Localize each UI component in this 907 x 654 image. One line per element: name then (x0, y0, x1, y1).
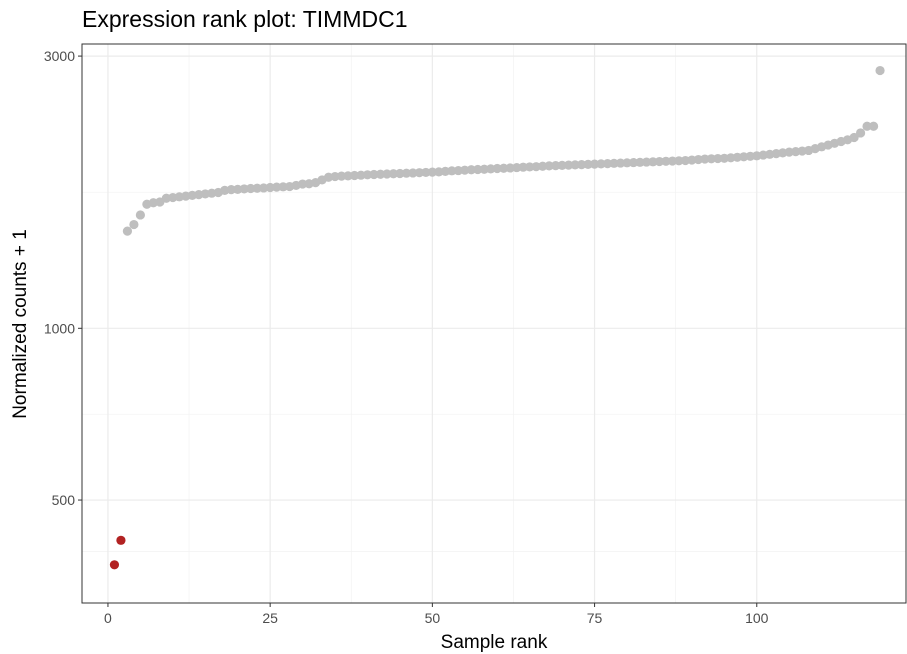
data-point (499, 163, 509, 173)
minor-gridlines (82, 44, 906, 603)
data-point (862, 121, 872, 131)
data-point (460, 165, 470, 175)
data-point (557, 160, 567, 170)
data-point (382, 169, 392, 179)
data-point (414, 168, 424, 178)
major-gridlines (82, 44, 906, 603)
data-point (589, 159, 600, 169)
data-point (408, 168, 418, 178)
data-point (246, 183, 256, 194)
data-point (395, 168, 405, 179)
data-point (583, 159, 593, 169)
data-point (297, 179, 308, 189)
data-point (492, 163, 502, 174)
data-point (641, 157, 652, 167)
data-point (518, 162, 528, 172)
data-point (570, 160, 580, 170)
data-point (531, 162, 541, 172)
data-point (512, 162, 522, 173)
data-point (453, 165, 463, 176)
y-tick-label: 3000 (44, 48, 75, 64)
data-point (479, 164, 489, 174)
data-point (635, 157, 645, 167)
data-point (667, 156, 678, 166)
data-point (609, 158, 619, 168)
data-point (122, 226, 133, 236)
data-point (473, 164, 483, 175)
data-point (388, 169, 399, 179)
data-point (654, 156, 665, 167)
data-point (129, 219, 139, 230)
data-point (674, 156, 684, 166)
data-point (875, 65, 885, 76)
data-point (525, 162, 535, 172)
data-point (628, 157, 639, 168)
data-point (551, 161, 561, 171)
highlight-point (116, 535, 126, 545)
y-tick-label: 1000 (44, 320, 75, 336)
data-point (427, 167, 437, 177)
data-point (336, 171, 347, 181)
data-point (401, 168, 412, 178)
x-tick-label: 100 (745, 610, 769, 626)
x-tick-label: 25 (262, 610, 278, 626)
data-point (421, 167, 431, 178)
x-tick-label: 0 (104, 610, 112, 626)
data-point (706, 154, 716, 164)
x-tick-label: 75 (587, 610, 603, 626)
data-point (661, 156, 671, 166)
data-point (648, 157, 658, 167)
x-axis-label: Sample rank (440, 632, 548, 653)
chart-title: Expression rank plot: TIMMDC1 (82, 6, 408, 32)
data-point (226, 185, 236, 195)
data-point (602, 158, 613, 169)
data-point (349, 170, 360, 181)
data-point (713, 153, 723, 164)
plot-panel (82, 44, 906, 603)
data-point (369, 169, 379, 180)
data-point (252, 183, 262, 193)
data-point (615, 158, 626, 168)
data-point (544, 161, 554, 171)
data-point (505, 163, 515, 173)
data-point (596, 159, 606, 169)
x-tick-label: 50 (425, 610, 441, 626)
data-point (868, 121, 879, 131)
axis-ticks: 0 25 50 75 100 500 1000 3000 (44, 48, 769, 626)
data-point (855, 128, 866, 138)
data-point (538, 161, 548, 171)
data-point (278, 182, 288, 192)
data-point (135, 210, 145, 220)
data-point (849, 132, 859, 143)
data-point (362, 170, 373, 180)
data-point (486, 164, 496, 174)
data-point (576, 160, 587, 170)
data-points (109, 65, 885, 570)
data-point (700, 154, 710, 164)
y-tick-label: 500 (52, 492, 76, 508)
plot-border (81, 43, 907, 604)
data-point (564, 160, 574, 170)
data-point (272, 182, 282, 192)
data-point (375, 169, 386, 179)
data-point (466, 165, 476, 175)
highlight-point (109, 560, 120, 570)
data-point (622, 158, 632, 168)
data-point (447, 166, 457, 176)
